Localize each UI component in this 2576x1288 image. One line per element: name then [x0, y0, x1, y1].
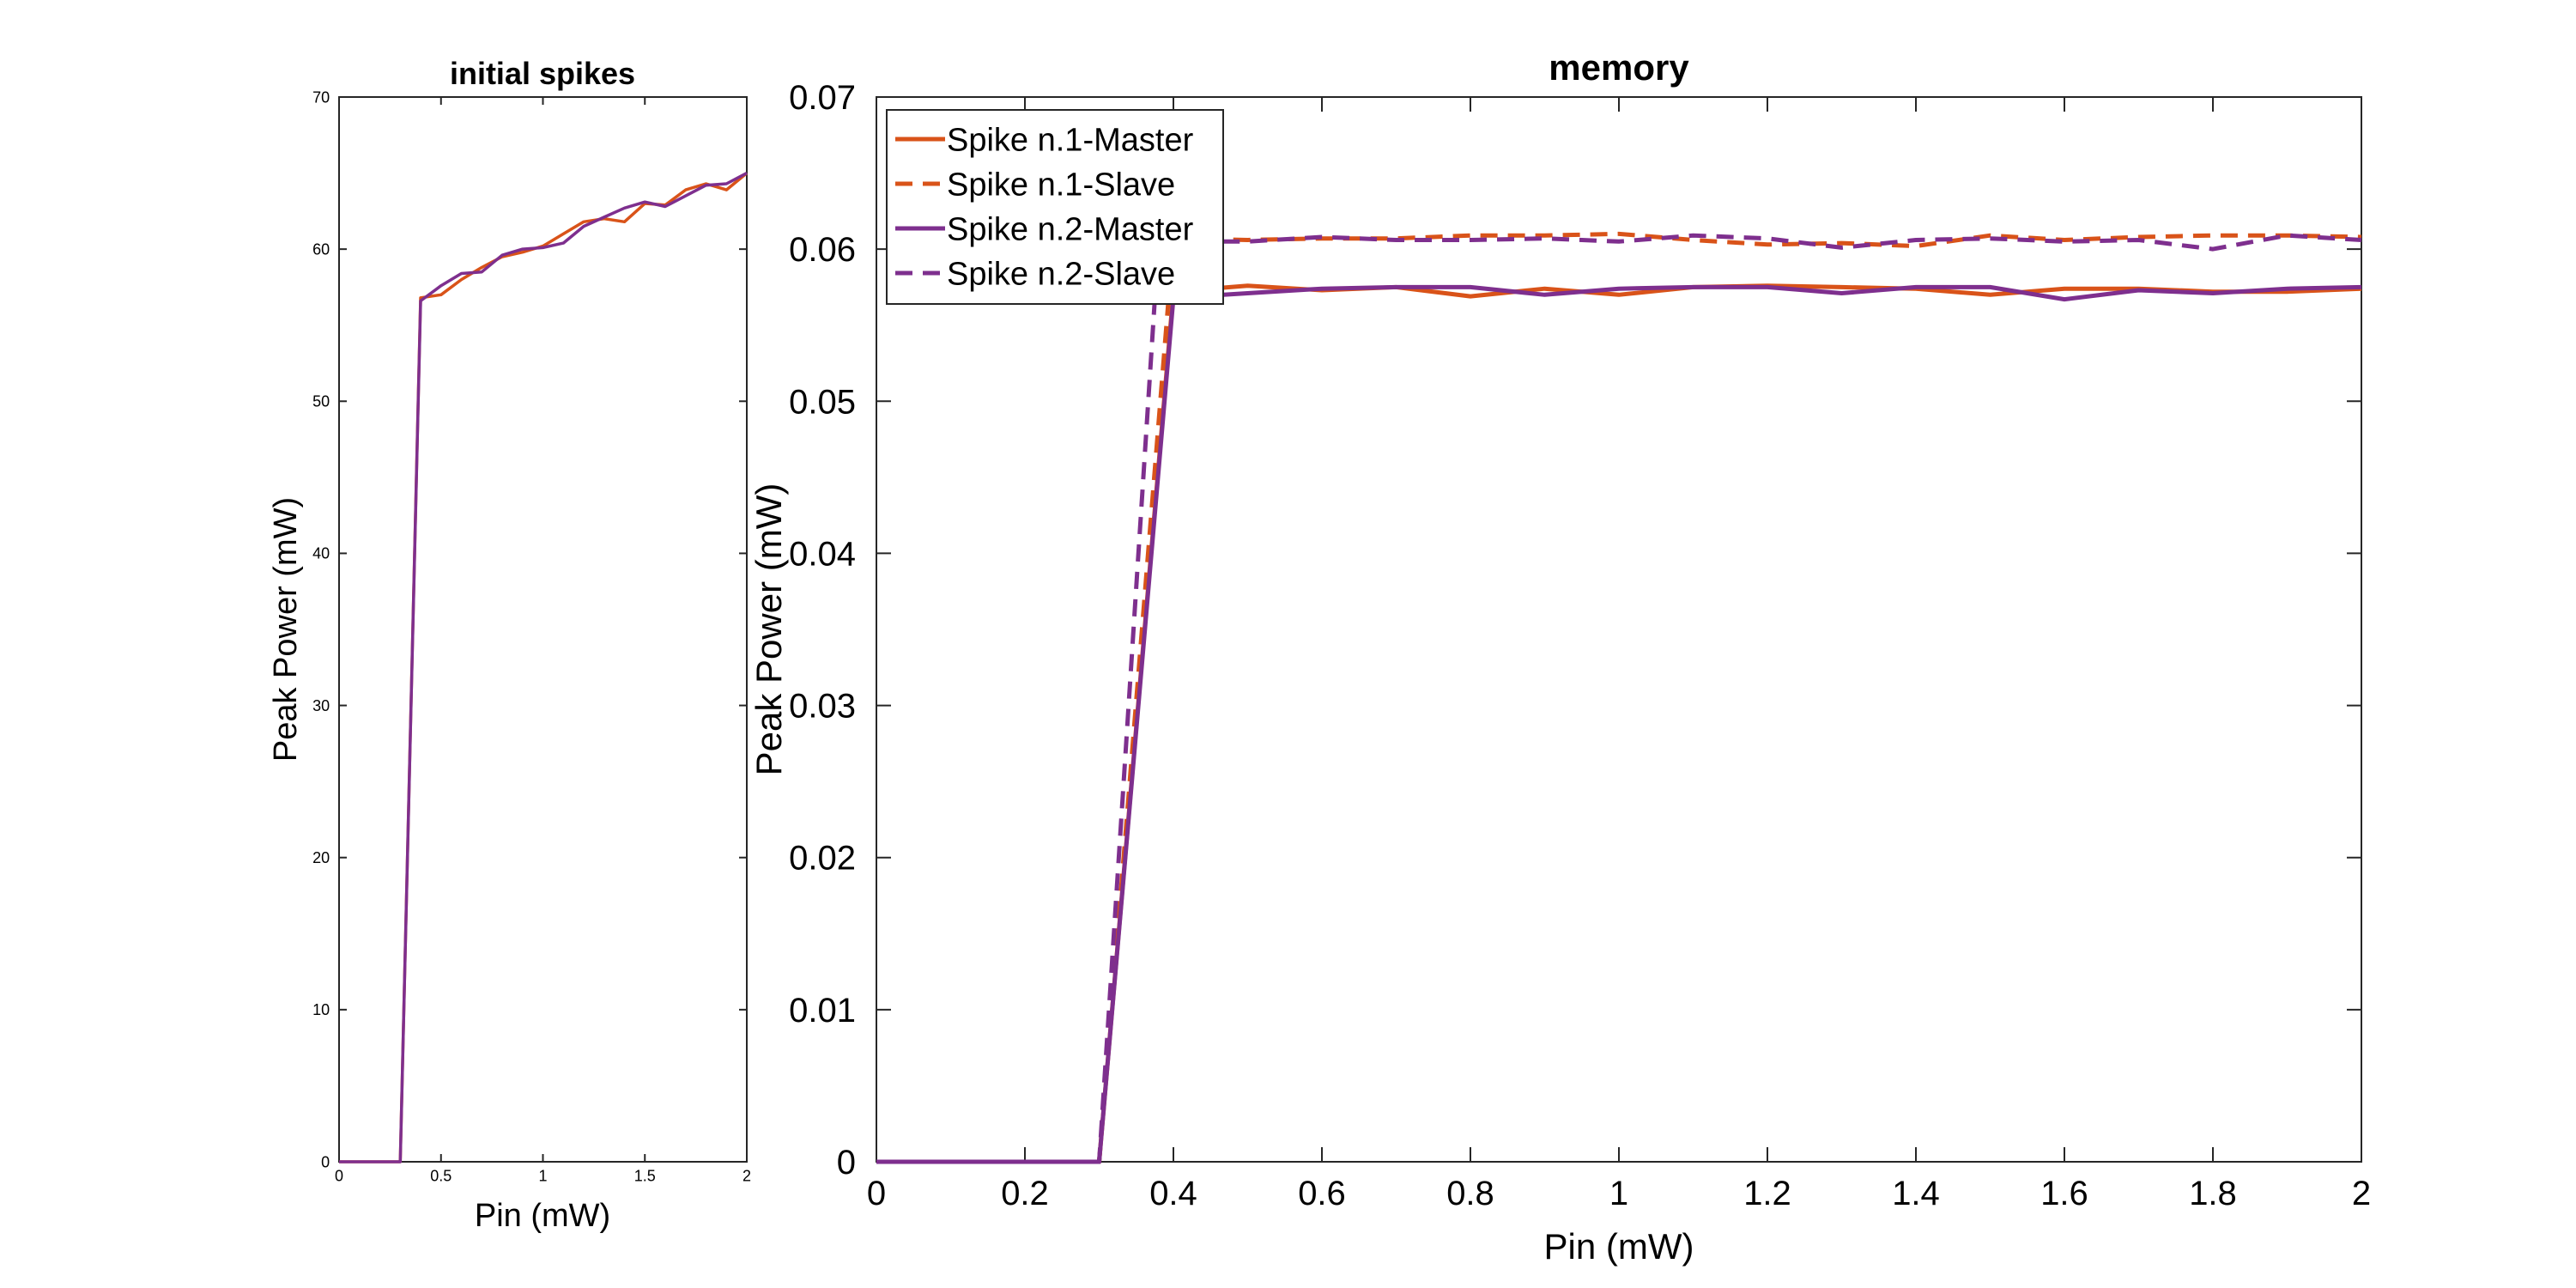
- initial-spikes-x-tick-label: 0.5: [430, 1168, 452, 1185]
- initial-spikes-x-tick-label: 2: [742, 1168, 751, 1185]
- memory-y-ticks: 0 0.01 0.02 0.03 0.04 0.05 0.06 0.07: [789, 79, 2361, 1182]
- memory-x-tick-label: 0.4: [1149, 1175, 1197, 1212]
- memory-y-tick-label: 0: [837, 1144, 856, 1182]
- legend-label-1: Spike n.1-Master: [947, 122, 1194, 158]
- initial-spikes-x-ticks: 0 0.5 1 1.5 2: [335, 97, 751, 1185]
- initial-spikes-y-tick-label: 40: [312, 545, 330, 562]
- memory-xlabel: Pin (mW): [1544, 1226, 1694, 1267]
- memory-x-tick-label: 1: [1609, 1175, 1628, 1212]
- memory-series-3-line: [876, 284, 2362, 1164]
- memory-x-tick-label: 0.8: [1446, 1175, 1494, 1212]
- initial-spikes-series-2-line: [339, 172, 748, 1163]
- memory-ylabel: Peak Power (mW): [749, 483, 789, 776]
- memory-series-4-line: [876, 233, 2362, 1164]
- memory-y-tick-label: 0.02: [789, 840, 856, 878]
- memory-y-tick-label: 0.04: [789, 535, 856, 573]
- memory-y-tick-label: 0.07: [789, 79, 856, 117]
- initial-spikes-y-tick-label: 50: [312, 393, 330, 410]
- initial-spikes-xlabel: Pin (mW): [475, 1198, 610, 1234]
- initial-spikes-y-tick-label: 20: [312, 849, 330, 866]
- initial-spikes-y-tick-label: 70: [312, 88, 330, 106]
- initial-spikes-ylabel: Peak Power (mW): [268, 497, 304, 762]
- initial-spikes-y-tick-label: 30: [312, 697, 330, 714]
- initial-spikes-title: initial spikes: [450, 56, 635, 91]
- memory-x-tick-label: 1.6: [2040, 1175, 2088, 1212]
- memory-legend: Spike n.1-Master Spike n.1-Slave Spike n.2…: [886, 109, 1224, 305]
- initial-spikes-lines: [339, 172, 749, 1163]
- initial-spikes-x-tick-label: 1.5: [634, 1168, 656, 1185]
- memory-title: memory: [1549, 47, 1689, 88]
- memory-x-tick-label: 0.6: [1298, 1175, 1346, 1212]
- memory-axes: memory Pin (mW) Peak Power (mW) 0 0.2 0.4 0…: [749, 47, 2371, 1267]
- memory-x-tick-label: 1.2: [1743, 1175, 1791, 1212]
- memory-y-tick-label: 0.03: [789, 688, 856, 726]
- initial-spikes-plot-area: [338, 96, 748, 1163]
- memory-x-ticks: 0 0.2 0.4 0.6 0.8 1 1.2 1.4 1.6 1.8 2: [867, 97, 2371, 1212]
- legend-label-4: Spike n.2-Slave: [947, 256, 1175, 292]
- memory-y-tick-label: 0.05: [789, 383, 856, 421]
- memory-x-tick-label: 1.8: [2189, 1175, 2237, 1212]
- legend-box: [886, 109, 1224, 305]
- memory-x-tick-label: 0: [867, 1175, 886, 1212]
- initial-spikes-y-tick-label: 10: [312, 1001, 330, 1018]
- memory-lines: [876, 231, 2362, 1164]
- legend-label-2: Spike n.1-Slave: [947, 167, 1175, 203]
- memory-y-tick-label: 0.06: [789, 231, 856, 269]
- initial-spikes-y-tick-label: 60: [312, 240, 330, 258]
- initial-spikes-y-tick-label: 0: [321, 1153, 330, 1170]
- initial-spikes-axes: initial spikes Pin (mW) Peak Power (mW) …: [268, 56, 751, 1234]
- memory-x-tick-label: 2: [2352, 1175, 2371, 1212]
- memory-x-tick-label: 0.2: [1001, 1175, 1049, 1212]
- initial-spikes-x-tick-label: 0: [335, 1168, 343, 1185]
- memory-x-tick-label: 1.4: [1892, 1175, 1940, 1212]
- initial-spikes-x-tick-label: 1: [538, 1168, 547, 1185]
- initial-spikes-y-ticks: 0 10 20 30 40 50 60 70: [312, 88, 747, 1170]
- memory-y-tick-label: 0.01: [789, 992, 856, 1030]
- legend-label-3: Spike n.2-Master: [947, 211, 1194, 247]
